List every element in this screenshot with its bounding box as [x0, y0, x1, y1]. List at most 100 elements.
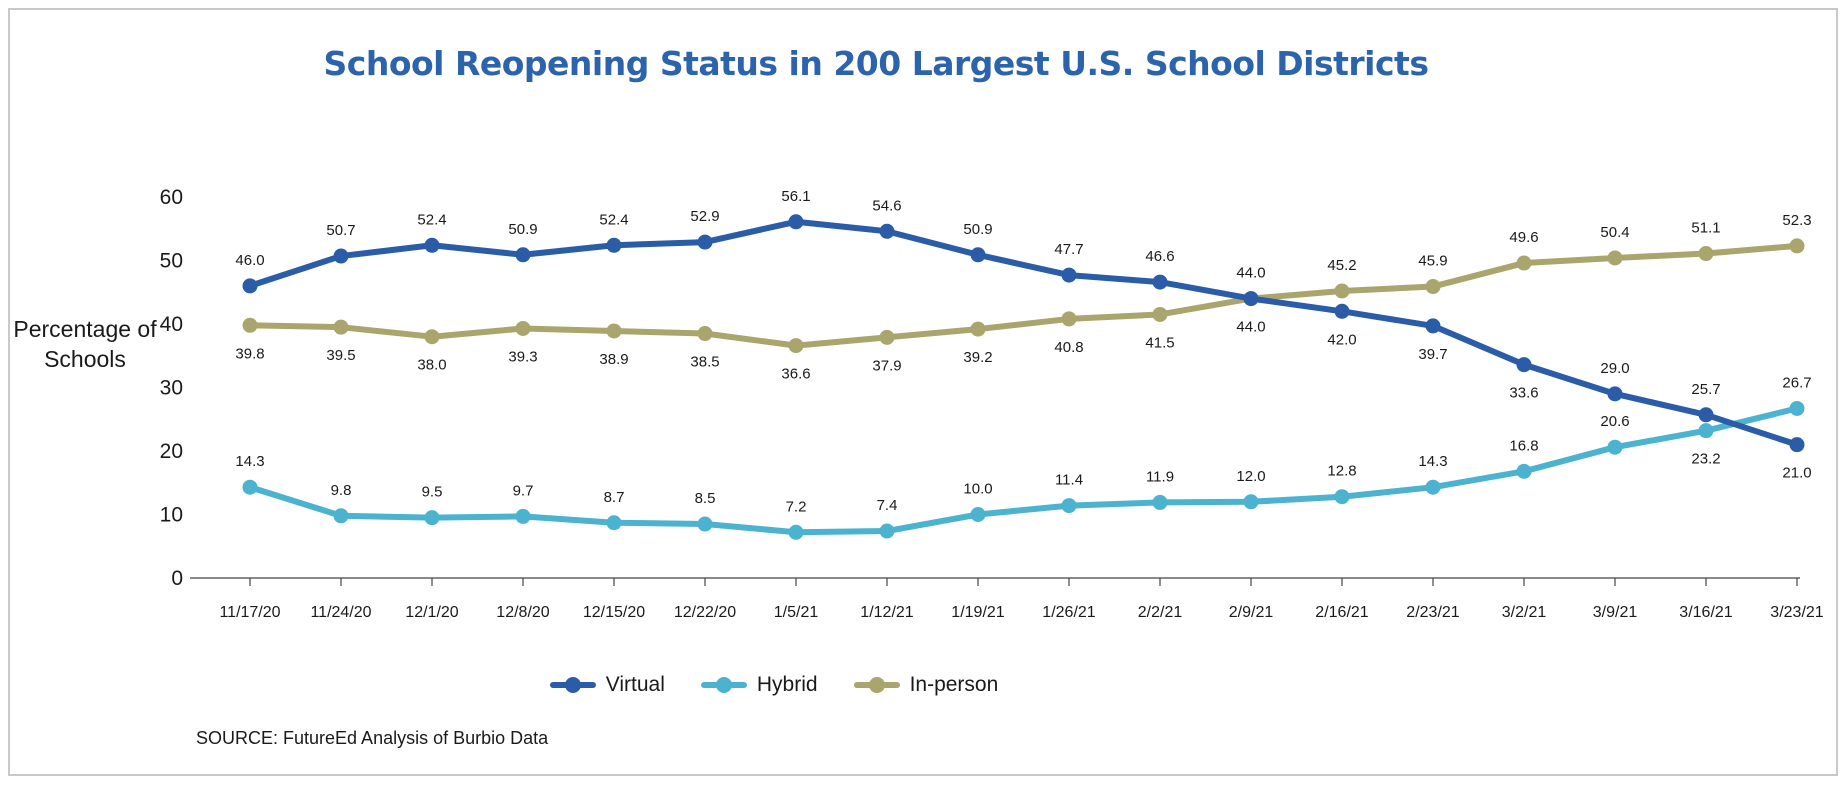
- data-point-in-person: [1698, 246, 1714, 262]
- data-point-virtual: [1607, 386, 1623, 402]
- legend-item-virtual[interactable]: Virtual: [549, 673, 665, 697]
- y-tick-label: 30: [160, 377, 183, 400]
- data-point-virtual: [1698, 407, 1714, 423]
- data-label-virtual: 52.9: [690, 208, 719, 225]
- data-label-in-person: 39.2: [963, 349, 992, 366]
- data-label-hybrid: 20.6: [1600, 413, 1629, 430]
- data-point-virtual: [1243, 291, 1259, 307]
- data-label-hybrid: 8.5: [695, 490, 716, 507]
- data-label-hybrid: 10.0: [963, 481, 992, 498]
- data-point-hybrid: [970, 507, 986, 522]
- legend-item-hybrid[interactable]: Hybrid: [700, 673, 818, 697]
- data-label-hybrid: 14.3: [1418, 453, 1447, 470]
- data-label-in-person: 50.4: [1600, 224, 1629, 241]
- data-label-in-person: 38.9: [599, 351, 628, 368]
- data-point-hybrid: [1425, 479, 1441, 495]
- chart-title: School Reopening Status in 200 Largest U…: [323, 44, 1429, 83]
- data-point-virtual: [879, 223, 895, 239]
- legend-swatch-virtual: [549, 677, 596, 693]
- data-point-hybrid: [1516, 463, 1532, 479]
- data-label-in-person: 38.5: [690, 354, 719, 371]
- data-label-virtual: 50.9: [963, 221, 992, 238]
- data-label-virtual: 52.4: [417, 211, 446, 228]
- data-point-hybrid: [788, 524, 804, 540]
- x-tick-label: 1/19/21: [951, 604, 1004, 621]
- y-tick-label: 60: [160, 186, 183, 209]
- data-label-in-person: 37.9: [872, 357, 901, 374]
- data-label-virtual: 54.6: [872, 197, 901, 214]
- data-label-hybrid: 8.7: [604, 489, 625, 506]
- data-label-virtual: 21.0: [1782, 465, 1811, 482]
- data-point-in-person: [606, 323, 622, 339]
- y-tick-label: 50: [160, 250, 183, 273]
- data-point-hybrid: [1061, 498, 1077, 514]
- data-label-virtual: 50.9: [508, 221, 537, 238]
- data-point-in-person: [788, 338, 804, 354]
- data-point-virtual: [424, 237, 440, 253]
- data-point-hybrid: [1698, 423, 1714, 439]
- x-tick-label: 2/9/21: [1229, 604, 1274, 621]
- data-point-in-person: [1425, 279, 1441, 295]
- data-label-virtual: 44.0: [1236, 265, 1265, 282]
- data-label-hybrid: 16.8: [1509, 437, 1538, 454]
- data-label-in-person: 41.5: [1145, 334, 1174, 351]
- x-tick-label: 12/15/20: [583, 604, 645, 621]
- y-tick-label: 20: [160, 440, 183, 463]
- data-label-virtual: 46.6: [1145, 248, 1174, 265]
- data-point-in-person: [515, 320, 531, 336]
- x-tick-label: 3/2/21: [1502, 604, 1547, 621]
- x-tick-label: 3/23/21: [1770, 604, 1823, 621]
- y-tick-label: 0: [171, 567, 183, 590]
- data-point-virtual: [1425, 318, 1441, 334]
- data-point-hybrid: [879, 523, 895, 539]
- data-label-in-person: 39.8: [235, 345, 264, 362]
- x-tick-label: 3/9/21: [1593, 604, 1638, 621]
- data-point-in-person: [697, 326, 713, 342]
- data-label-hybrid: 9.8: [331, 482, 352, 499]
- data-point-in-person: [1607, 250, 1623, 266]
- data-point-virtual: [1334, 303, 1350, 319]
- source-note: SOURCE: FutureEd Analysis of Burbio Data: [196, 728, 549, 748]
- x-tick-label: 11/24/20: [310, 604, 371, 621]
- data-point-hybrid: [424, 510, 440, 526]
- data-point-hybrid: [515, 508, 531, 524]
- data-point-virtual: [606, 237, 622, 253]
- data-label-hybrid: 11.9: [1146, 468, 1174, 485]
- data-point-in-person: [1334, 283, 1350, 299]
- x-tick-label: 1/5/21: [774, 604, 819, 621]
- data-label-hybrid: 14.3: [235, 453, 264, 470]
- data-point-hybrid: [1334, 489, 1350, 505]
- data-label-virtual: 50.7: [326, 222, 355, 239]
- data-label-hybrid: 26.7: [1782, 374, 1811, 391]
- data-label-in-person: 45.2: [1327, 257, 1356, 274]
- chart-frame: [8, 8, 1838, 776]
- data-point-in-person: [424, 329, 440, 345]
- data-point-hybrid: [1243, 494, 1259, 510]
- legend-label-virtual: Virtual: [605, 673, 665, 696]
- y-axis-title: Percentage of Schools: [13, 316, 157, 372]
- data-point-hybrid: [606, 515, 622, 531]
- data-point-hybrid: [242, 479, 258, 495]
- x-tick-label: 12/22/20: [674, 604, 736, 621]
- data-point-in-person: [1789, 238, 1805, 254]
- data-point-in-person: [333, 319, 349, 335]
- data-label-hybrid: 9.7: [513, 482, 534, 499]
- data-point-virtual: [697, 234, 713, 250]
- data-point-in-person: [1061, 311, 1077, 327]
- data-point-virtual: [515, 247, 531, 263]
- data-label-in-person: 39.5: [326, 347, 355, 364]
- data-point-in-person: [879, 329, 895, 345]
- data-label-in-person: 36.6: [781, 366, 810, 383]
- data-label-hybrid: 12.0: [1236, 468, 1265, 485]
- data-label-in-person: 38.0: [417, 357, 446, 374]
- series-line-hybrid: [247, 405, 1800, 536]
- data-point-in-person: [970, 321, 986, 337]
- data-label-in-person: 51.1: [1691, 220, 1720, 237]
- legend-swatch-in-person: [853, 677, 900, 693]
- data-point-virtual: [1516, 357, 1532, 373]
- data-label-virtual: 39.7: [1418, 346, 1447, 363]
- data-label-hybrid: 11.4: [1055, 472, 1083, 489]
- data-point-in-person: [242, 317, 258, 333]
- legend-item-in-person[interactable]: In-person: [853, 673, 998, 697]
